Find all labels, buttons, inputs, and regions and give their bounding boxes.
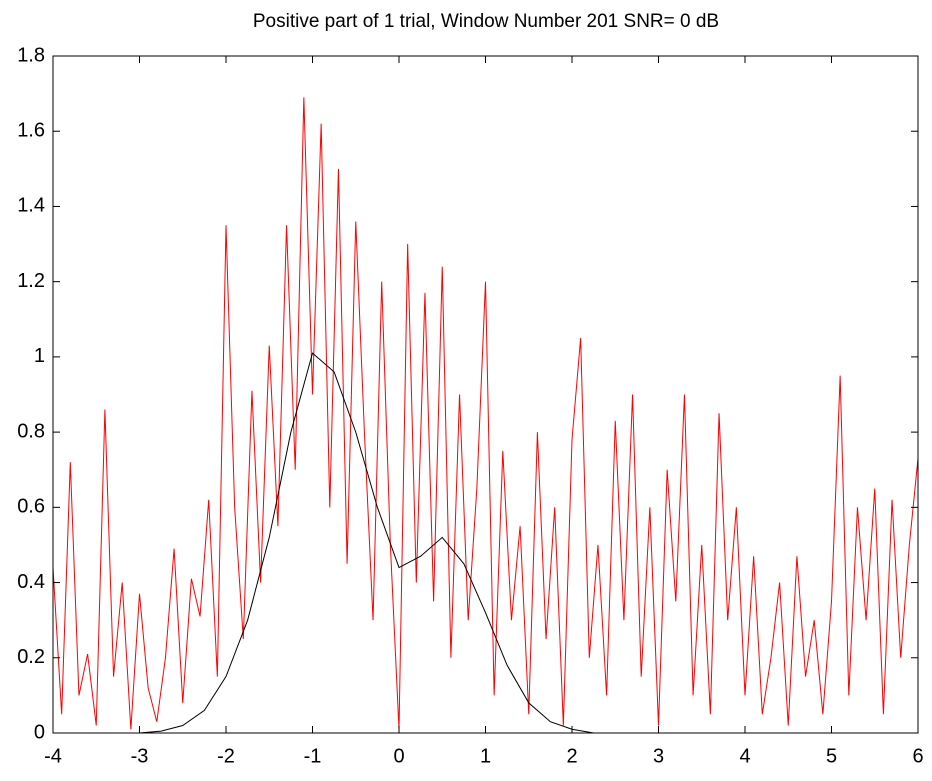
y-tick-label: 1.6 <box>17 120 45 142</box>
chart-title: Positive part of 1 trial, Window Number … <box>253 11 719 32</box>
x-tick-label: 2 <box>566 745 577 767</box>
y-tick-label: 0.2 <box>17 646 45 668</box>
y-tick-label: 1.2 <box>17 270 45 292</box>
x-tick-label: -4 <box>44 745 62 767</box>
x-tick-label: -2 <box>217 745 235 767</box>
x-tick-label: 1 <box>480 745 491 767</box>
y-tick-label: 0.4 <box>17 571 45 593</box>
y-tick-label: 0.8 <box>17 420 45 442</box>
data-line <box>52 97 919 730</box>
x-tick-label: -3 <box>131 745 149 767</box>
x-tick-label: 0 <box>393 745 404 767</box>
y-tick-label: 0.6 <box>17 496 45 518</box>
y-tick-label: 1.4 <box>17 195 45 217</box>
x-tick-label: 6 <box>912 745 923 767</box>
x-tick-label: 5 <box>826 745 837 767</box>
x-tick-label: -1 <box>304 745 322 767</box>
x-tick-label: 3 <box>653 745 664 767</box>
x-tick-label: 4 <box>739 745 750 767</box>
y-tick-label: 1.8 <box>17 44 45 66</box>
y-tick-label: 0 <box>34 721 45 743</box>
y-tick-label: 1 <box>34 345 45 367</box>
